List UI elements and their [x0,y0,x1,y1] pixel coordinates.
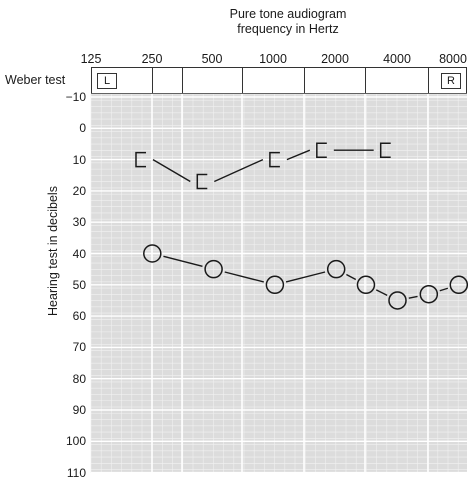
circle-marker [419,284,439,304]
circle-marker [356,275,376,295]
y-tick-label: 60 [72,309,86,324]
x-tick-label: 4000 [383,52,411,66]
bracket-marker [135,151,146,168]
y-tick-label: 90 [72,403,86,417]
chart-title-line: Pure tone audiogram [229,7,347,21]
circle-series-segment [285,271,326,283]
bracket-series-segment [152,158,191,183]
circle-series-segment [439,287,449,292]
y-tick-label: 70 [72,340,86,355]
bracket-marker [196,173,208,190]
y-tick-label: 0 [79,121,86,136]
plot-background [91,94,467,473]
weber-test-row: L R [91,67,467,94]
bracket-marker [269,151,280,168]
x-tick-label: 1000 [259,52,287,66]
weber-left-box: L [97,73,117,89]
circle-marker [449,275,468,295]
circle-marker [143,244,162,263]
circle-series-segment [346,273,357,281]
weber-cell-divider [182,68,183,93]
chart-title: Pure tone audiogram frequency in Hertz [150,7,426,37]
y-tick-label: 30 [72,215,86,230]
bracket-series-segment [214,158,264,183]
weber-test-label: Weber test [5,73,66,87]
circle-marker [265,275,285,295]
circle-series-segment [408,295,418,299]
x-tick-label: 125 [80,52,102,66]
x-tick-label: 500 [201,52,223,66]
y-tick-label: 100 [65,434,86,449]
weber-cell-divider [152,68,153,93]
weber-cell-divider [428,68,429,93]
circle-marker [388,291,407,310]
weber-cell-divider [242,68,243,93]
weber-right-box: R [441,73,461,89]
x-tick-label: 2000 [321,52,349,66]
bracket-marker [316,142,327,158]
circle-series-segment [163,255,203,267]
y-tick-label: 20 [72,183,86,198]
x-tick-label: 8000 [439,52,467,66]
weber-cell-divider [365,68,366,93]
y-tick-label: 10 [72,152,86,167]
y-tick-label: 80 [72,371,86,386]
weber-cell-divider [304,68,305,93]
circle-marker [204,259,223,279]
circle-marker [326,259,346,279]
chart-subtitle: frequency in Hertz [237,22,339,36]
circle-series-segment [224,271,264,283]
y-tick-label: −10 [65,90,86,104]
circle-series-segment [375,289,388,296]
x-tick-label: 250 [141,52,163,66]
bracket-series-segment [286,149,311,161]
bracket-marker [379,142,391,158]
y-tick-label: 40 [72,246,86,261]
y-tick-label: 50 [72,277,86,292]
